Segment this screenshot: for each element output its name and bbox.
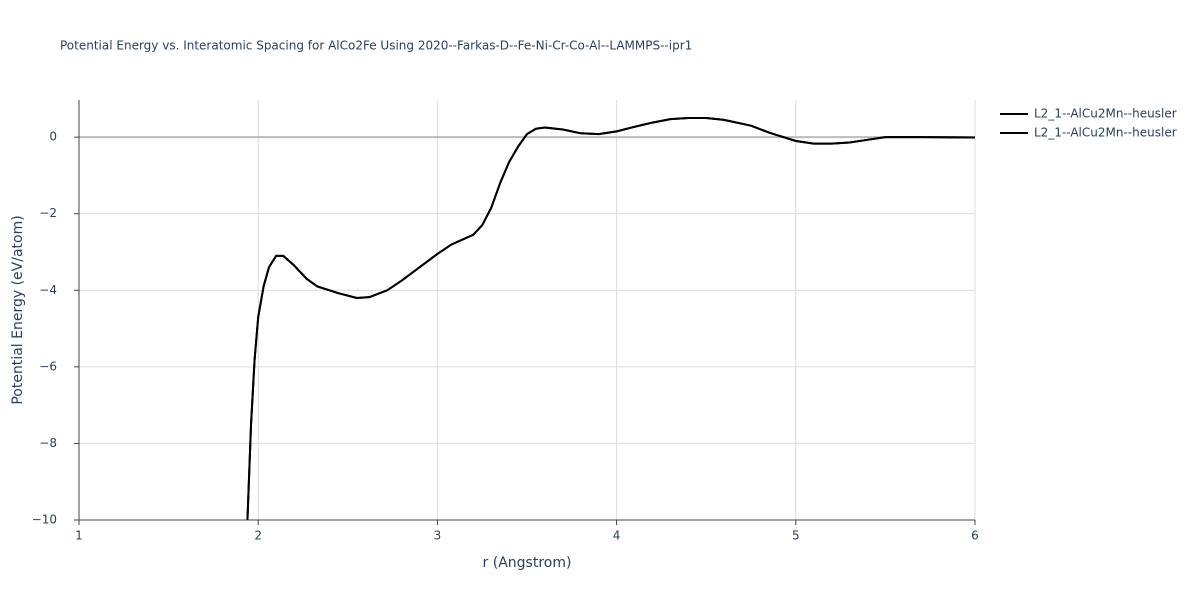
x-tick-label: 5 bbox=[792, 529, 800, 543]
y-tick-label: −6 bbox=[39, 359, 57, 373]
x-tick-label: 1 bbox=[75, 529, 83, 543]
data-line bbox=[246, 116, 976, 521]
y-tick-label: −8 bbox=[39, 436, 57, 450]
y-tick-label: −10 bbox=[32, 513, 57, 527]
chart-title: Potential Energy vs. Interatomic Spacing… bbox=[60, 39, 692, 53]
data-line bbox=[246, 116, 976, 521]
y-tick-label: −4 bbox=[39, 283, 57, 297]
x-tick-label: 4 bbox=[613, 529, 621, 543]
x-tick-label: 2 bbox=[254, 529, 262, 543]
y-tick-label: 0 bbox=[49, 130, 57, 144]
x-tick-label: 6 bbox=[971, 529, 979, 543]
legend-label: L2_1--AlCu2Mn--heusler bbox=[1034, 107, 1177, 121]
y-tick-label: −2 bbox=[39, 206, 57, 220]
x-axis-title: r (Angstrom) bbox=[483, 555, 572, 571]
y-axis-title: Potential Energy (eV/atom) bbox=[10, 215, 26, 404]
legend-label: L2_1--AlCu2Mn--heusler bbox=[1034, 126, 1177, 140]
x-tick-label: 3 bbox=[434, 529, 442, 543]
